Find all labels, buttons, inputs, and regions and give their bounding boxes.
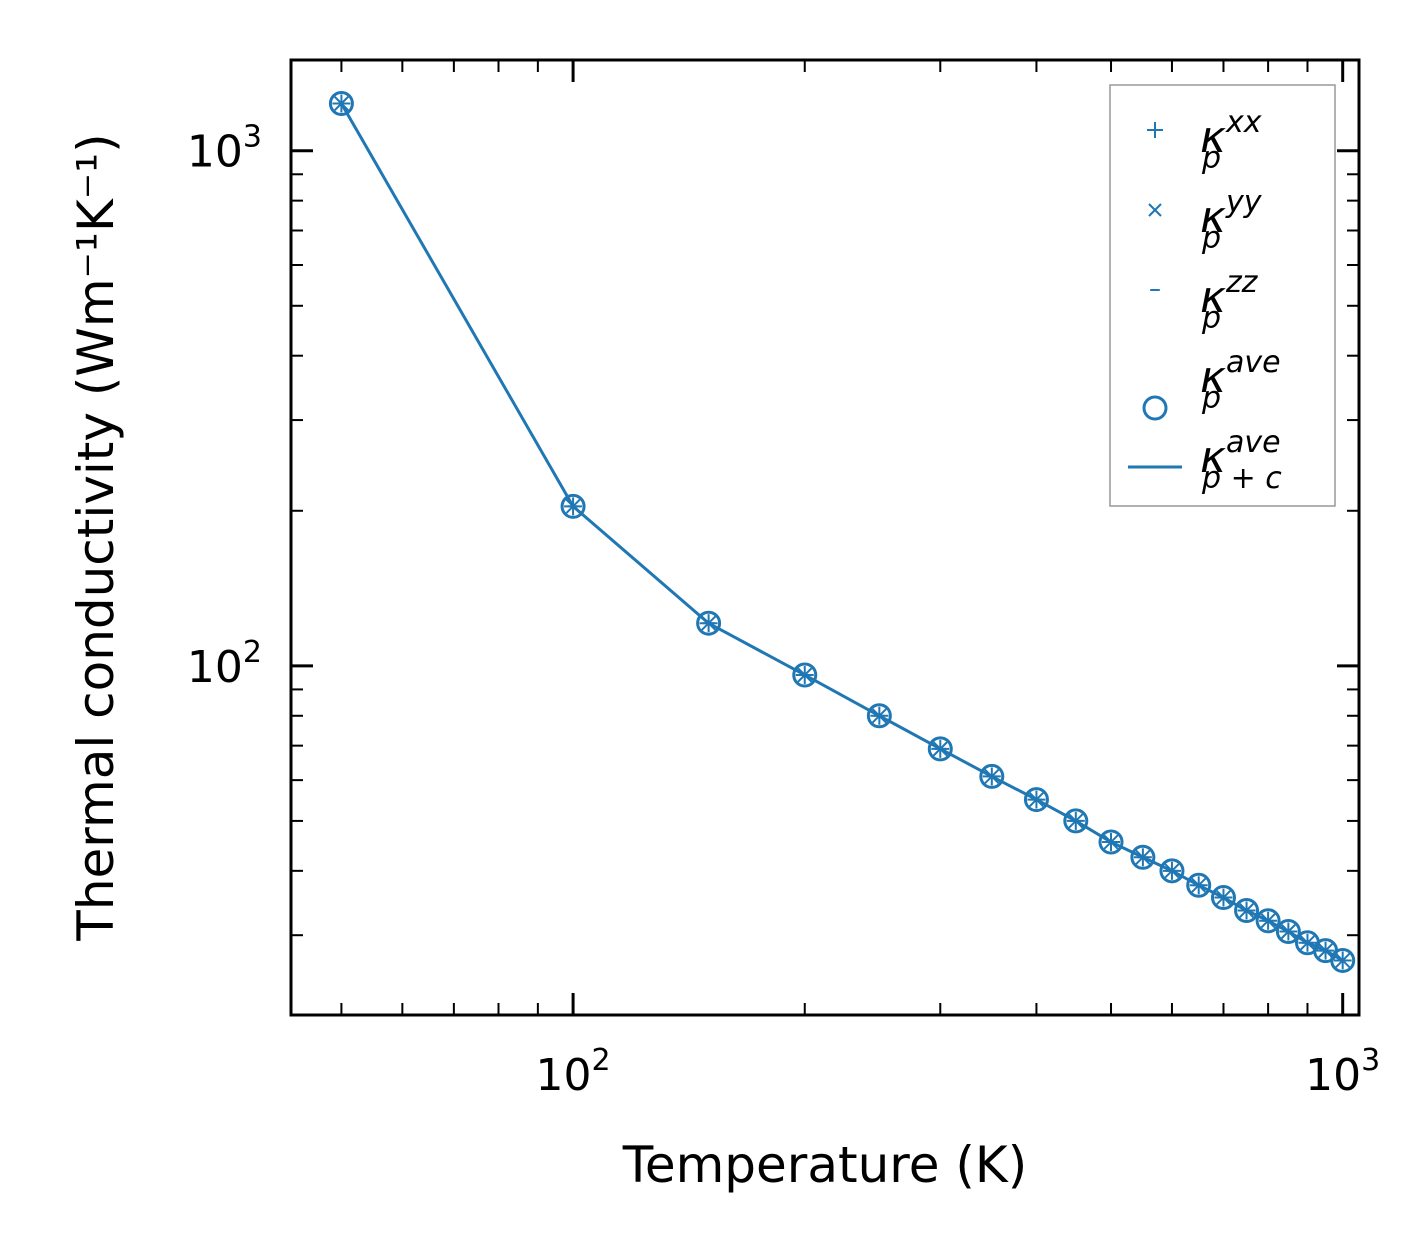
marker-kave: [1210, 885, 1236, 911]
legend-marker-b: [1148, 203, 1162, 217]
series-kave-pc-line: [340, 102, 1344, 962]
marker-kave: [1255, 908, 1281, 934]
legend-marker: [1142, 395, 1168, 421]
marker-kave: [1275, 919, 1301, 945]
y-tick-label: 102: [187, 635, 262, 693]
y-axis-label: Thermal conductivity (Wm⁻¹K⁻¹): [67, 133, 125, 941]
marker-kave: [792, 662, 818, 688]
legend-frame: [1109, 84, 1336, 507]
marker-kave: [696, 610, 722, 636]
x-tick-label: 103: [1305, 1043, 1380, 1101]
legend-sub: p: [1201, 381, 1221, 416]
legend-sub: p: [1201, 301, 1221, 336]
series-line: [340, 102, 1344, 962]
legend-marker: [1148, 203, 1162, 217]
marker-kave: [1130, 844, 1156, 870]
x-axis-label: Temperature (K): [622, 1136, 1027, 1194]
y-tick-label: 103: [187, 120, 262, 178]
marker-kave: [1063, 808, 1089, 834]
minor-ticks: [291, 60, 1359, 1015]
major-ticks: [291, 60, 1359, 1015]
x-tick-label: 102: [536, 1043, 611, 1101]
marker-kave: [1098, 829, 1124, 855]
marker-kave: [1023, 787, 1049, 813]
marker-kave: [927, 736, 953, 762]
marker-kave: [866, 703, 892, 729]
marker-kave: [1330, 947, 1356, 973]
legend-sub: p: [1201, 141, 1221, 176]
legend-sub: p: [1201, 221, 1221, 256]
legend-marker: [1147, 122, 1163, 138]
tick-labels: 102 103 102 103: [187, 120, 1380, 1101]
data-markers: [328, 90, 1356, 973]
marker-kave: [328, 90, 354, 116]
plot-frame: [289, 58, 1361, 1017]
marker-kave: [1186, 872, 1212, 898]
legend-label: κave: [1200, 345, 1281, 403]
marker-kave: [1159, 858, 1185, 884]
marker-kave: [1234, 898, 1260, 924]
marker-kave: [560, 493, 586, 519]
marker-kave: [979, 763, 1005, 789]
legend-sub: p + c: [1201, 461, 1282, 496]
